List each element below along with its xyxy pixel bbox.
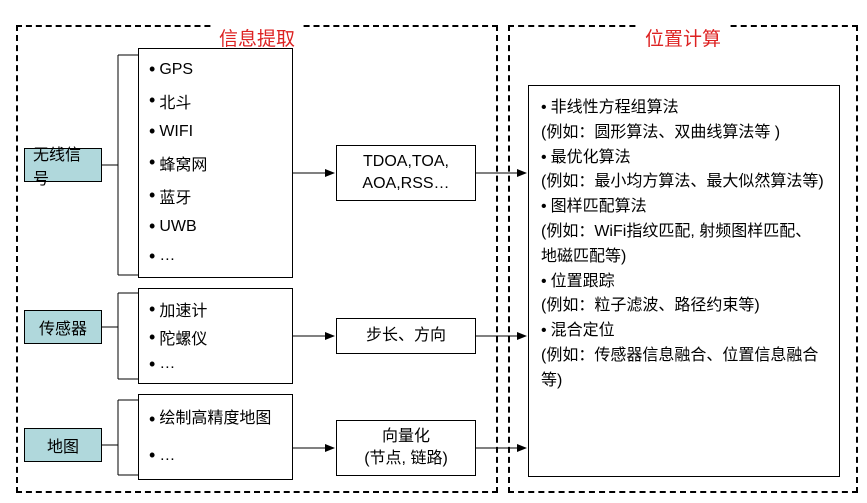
list-item: 陀螺仪 [149, 325, 282, 349]
category-wireless: 无线信号 [24, 148, 102, 182]
list-item: … [149, 445, 282, 466]
mid-map: 向量化 (节点, 链路) [336, 420, 476, 476]
category-sensor-label: 传感器 [39, 315, 87, 339]
category-sensor: 传感器 [24, 310, 102, 344]
list-item: 北斗 [149, 89, 282, 113]
left-panel-title: 信息提取 [211, 24, 303, 51]
algo-example: (例如：最小均方算法、最大似然算法等) [541, 170, 827, 195]
algo-title: 非线性方程组算法 [541, 96, 827, 121]
mid-line: TDOA,TOA, [363, 151, 449, 173]
mid-line: 向量化 [382, 426, 430, 448]
list-item: 加速计 [149, 297, 282, 321]
list-wireless: GPS 北斗 WIFI 蜂窝网 蓝牙 UWB … [138, 48, 293, 278]
category-map: 地图 [24, 428, 102, 462]
algo-example: (例如：传感器信息融合、位置信息融合等) [541, 344, 827, 394]
list-item: GPS [149, 59, 282, 80]
mid-sensor: 步长、方向 [336, 318, 476, 354]
mid-line: AOA,RSS… [362, 173, 449, 195]
diagram-root: 信息提取 位置计算 无线信号 传感器 地图 GPS 北斗 WIFI 蜂窝网 蓝牙… [8, 10, 858, 493]
list-map: 绘制高精度地图 … [138, 394, 293, 480]
list-item: UWB [149, 216, 282, 237]
list-item: WIFI [149, 121, 282, 142]
algo-title: 混合定位 [541, 319, 827, 344]
list-item: 蜂窝网 [149, 151, 282, 175]
mid-line: (节点, 链路) [364, 448, 448, 470]
algo-title: 图样匹配算法 [541, 195, 827, 220]
algo-title: 最优化算法 [541, 146, 827, 171]
algo-example: (例如：粒子滤波、路径约束等) [541, 294, 827, 319]
list-item: … [149, 354, 282, 375]
list-item: 绘制高精度地图 [149, 408, 282, 431]
algo-example: (例如：圆形算法、双曲线算法等 ) [541, 121, 827, 146]
list-sensor: 加速计 陀螺仪 … [138, 288, 293, 384]
list-item: … [149, 246, 282, 267]
algo-example: (例如：WiFi指纹匹配, 射频图样匹配、地磁匹配等) [541, 220, 827, 270]
algo-title: 位置跟踪 [541, 270, 827, 295]
mid-wireless: TDOA,TOA, AOA,RSS… [336, 145, 476, 201]
category-wireless-label: 无线信号 [33, 141, 93, 189]
algorithm-box: 非线性方程组算法 (例如：圆形算法、双曲线算法等 ) 最优化算法 (例如：最小均… [528, 85, 840, 477]
mid-line: 步长、方向 [366, 325, 446, 347]
category-map-label: 地图 [47, 433, 79, 457]
right-panel-title: 位置计算 [637, 24, 729, 51]
list-item: 蓝牙 [149, 184, 282, 208]
